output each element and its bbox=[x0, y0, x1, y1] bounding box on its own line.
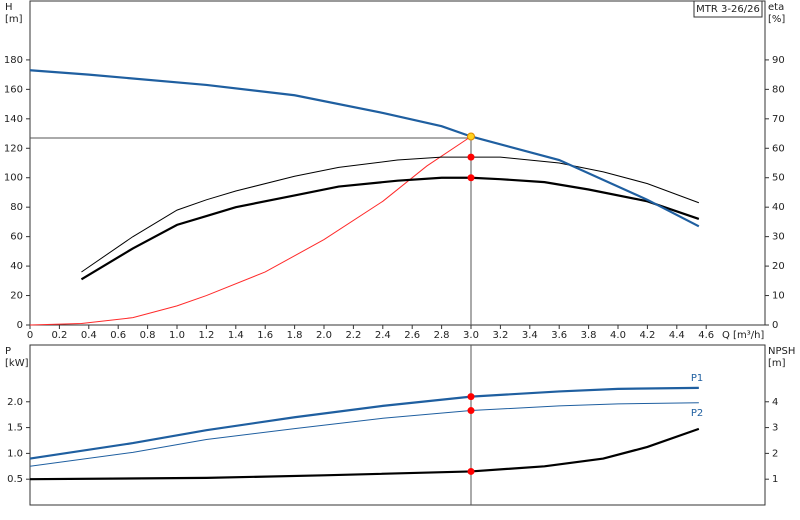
x-tick-label: 1.6 bbox=[257, 330, 273, 341]
operating-point bbox=[467, 153, 475, 161]
y2-axis-label: NPSH bbox=[768, 346, 795, 357]
y2-axis-label: eta bbox=[768, 2, 784, 13]
curve bbox=[29, 136, 472, 326]
x-tick-label: 2.8 bbox=[434, 330, 450, 341]
x-tick-label: 4.2 bbox=[639, 330, 655, 341]
operating-point bbox=[467, 174, 475, 182]
x-tick-label: 0.6 bbox=[110, 330, 126, 341]
y-tick-label: 1.0 bbox=[7, 448, 23, 459]
y2-tick-label: 20 bbox=[772, 261, 785, 272]
x-tick-label: 3.0 bbox=[463, 330, 479, 341]
y2-tick-label: 4 bbox=[772, 397, 778, 408]
y2-tick-label: 2 bbox=[772, 448, 778, 459]
x-tick-label: 2.4 bbox=[375, 330, 391, 341]
y-tick-label: 20 bbox=[10, 291, 23, 302]
x-tick-label: 1.4 bbox=[228, 330, 244, 341]
y-axis-label: H bbox=[5, 2, 13, 13]
x-tick-label: 2.0 bbox=[316, 330, 332, 341]
y-tick-label: 100 bbox=[4, 173, 23, 184]
x-tick-label: 3.6 bbox=[551, 330, 567, 341]
y2-tick-label: 70 bbox=[772, 114, 785, 125]
x-tick-label: 0.4 bbox=[81, 330, 97, 341]
series-label: P2 bbox=[691, 408, 703, 419]
y2-tick-label: 80 bbox=[772, 84, 785, 95]
series-label: P1 bbox=[691, 373, 703, 384]
y2-tick-label: 1 bbox=[772, 474, 778, 485]
y-tick-label: 0.5 bbox=[7, 474, 23, 485]
curve bbox=[29, 69, 700, 228]
x-tick-label: 1.2 bbox=[198, 330, 214, 341]
x-tick-label: 0 bbox=[27, 330, 33, 341]
x-tick-label: 3.4 bbox=[522, 330, 538, 341]
y-tick-label: 120 bbox=[4, 143, 23, 154]
x-tick-label: 1.8 bbox=[287, 330, 303, 341]
y-tick-label: 180 bbox=[4, 55, 23, 66]
y-tick-label: 0 bbox=[17, 320, 23, 331]
operating-point bbox=[467, 467, 475, 475]
operating-point bbox=[467, 393, 475, 401]
y-tick-label: 40 bbox=[10, 261, 23, 272]
x-tick-label: 2.6 bbox=[404, 330, 420, 341]
y-tick-label: 160 bbox=[4, 84, 23, 95]
curve bbox=[29, 427, 700, 481]
chart-title: MTR 3-26/26 bbox=[696, 4, 760, 15]
y2-tick-label: 0 bbox=[772, 320, 778, 331]
curve bbox=[81, 156, 700, 273]
legend-box bbox=[693, 0, 763, 18]
y-tick-label: 140 bbox=[4, 114, 23, 125]
x-axis-label: Q [m³/h] bbox=[722, 330, 764, 341]
y2-tick-label: 40 bbox=[772, 202, 785, 213]
y-axis-label: [kW] bbox=[5, 358, 29, 369]
x-tick-label: 3.2 bbox=[492, 330, 508, 341]
y2-axis-label: [m] bbox=[768, 358, 786, 369]
operating-point bbox=[467, 132, 475, 141]
x-tick-label: 3.8 bbox=[581, 330, 597, 341]
y-axis-label: [m] bbox=[5, 14, 23, 25]
y-tick-label: 1.5 bbox=[7, 423, 23, 434]
x-tick-label: 4.4 bbox=[669, 330, 685, 341]
x-tick-label: 4.6 bbox=[698, 330, 714, 341]
operating-point bbox=[467, 407, 475, 415]
x-tick-label: 2.2 bbox=[345, 330, 361, 341]
y2-tick-label: 30 bbox=[772, 232, 785, 243]
x-tick-label: 1.0 bbox=[169, 330, 185, 341]
x-tick-label: 4.0 bbox=[610, 330, 626, 341]
y2-tick-label: 90 bbox=[772, 55, 785, 66]
y-tick-label: 60 bbox=[10, 232, 23, 243]
y2-axis-label: [%] bbox=[768, 14, 785, 25]
y2-tick-label: 50 bbox=[772, 173, 785, 184]
plot-frame bbox=[29, 0, 766, 326]
curve bbox=[80, 176, 700, 281]
curve bbox=[29, 402, 699, 467]
y-tick-label: 80 bbox=[10, 202, 23, 213]
y-tick-label: 2.0 bbox=[7, 397, 23, 408]
x-tick-label: 0.2 bbox=[51, 330, 67, 341]
y-axis-label: P bbox=[5, 346, 11, 357]
y2-tick-label: 10 bbox=[772, 291, 785, 302]
x-tick-label: 0.8 bbox=[140, 330, 156, 341]
curve bbox=[29, 386, 699, 460]
plot-frame bbox=[29, 344, 766, 506]
y2-tick-label: 60 bbox=[772, 143, 785, 154]
y2-tick-label: 3 bbox=[772, 423, 778, 434]
